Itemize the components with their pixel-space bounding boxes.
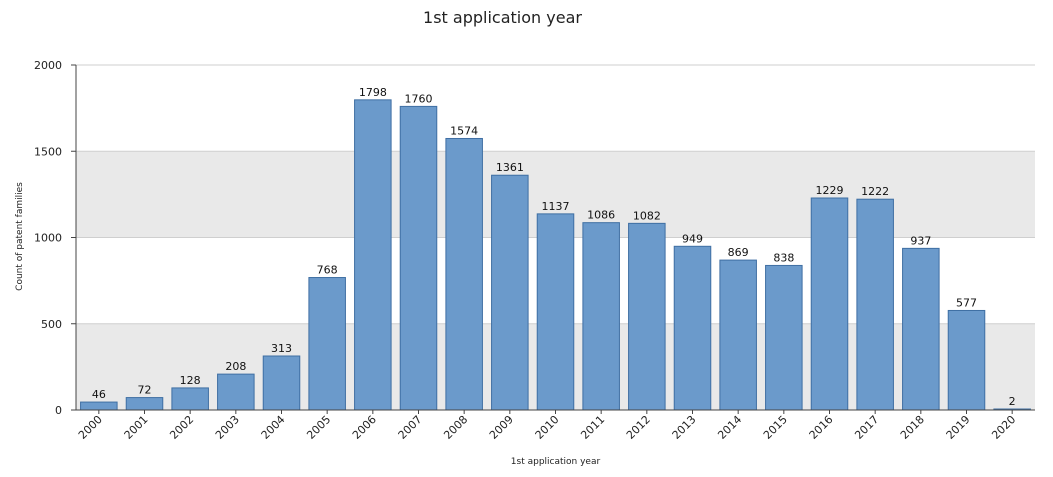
bar-2006[interactable] bbox=[355, 100, 392, 410]
data-label-2010: 1137 bbox=[542, 200, 570, 213]
data-label-2013: 949 bbox=[682, 232, 703, 245]
x-tick-label-2019: 2019 bbox=[944, 413, 973, 442]
x-tick-label-2003: 2003 bbox=[213, 413, 242, 442]
y-tick-label: 1000 bbox=[34, 232, 62, 245]
bar-2018[interactable] bbox=[903, 248, 940, 410]
bar-2015[interactable] bbox=[766, 265, 803, 410]
bar-2017[interactable] bbox=[857, 199, 894, 410]
x-tick-label-2012: 2012 bbox=[624, 413, 653, 442]
data-label-2017: 1222 bbox=[861, 185, 889, 198]
x-tick-label-2000: 2000 bbox=[76, 413, 105, 442]
data-label-2015: 838 bbox=[773, 251, 794, 264]
bar-2016[interactable] bbox=[811, 198, 848, 410]
data-label-2011: 1086 bbox=[587, 209, 615, 222]
data-label-2001: 72 bbox=[138, 384, 152, 397]
bar-2012[interactable] bbox=[629, 223, 666, 410]
x-tick-label-2014: 2014 bbox=[715, 413, 744, 442]
bar-2010[interactable] bbox=[537, 214, 574, 410]
data-label-2019: 577 bbox=[956, 296, 977, 309]
data-label-2008: 1574 bbox=[450, 124, 478, 137]
x-tick-label-2016: 2016 bbox=[807, 413, 836, 442]
data-label-2004: 313 bbox=[271, 342, 292, 355]
data-label-2003: 208 bbox=[225, 360, 246, 373]
y-tick-label: 500 bbox=[41, 318, 62, 331]
data-label-2006: 1798 bbox=[359, 86, 387, 99]
bar-2011[interactable] bbox=[583, 223, 620, 410]
y-tick-label: 0 bbox=[55, 404, 62, 417]
y-tick-labels: 0 500 1000 1500 2000 bbox=[34, 59, 62, 417]
bar-2009[interactable] bbox=[492, 175, 529, 410]
data-label-2002: 128 bbox=[180, 374, 201, 387]
bar-2000[interactable] bbox=[81, 402, 118, 410]
bar-2004[interactable] bbox=[263, 356, 300, 410]
x-axis-title: 1st application year bbox=[511, 457, 601, 467]
y-tick-label: 2000 bbox=[34, 59, 62, 72]
data-label-2012: 1082 bbox=[633, 209, 661, 222]
x-tick-label-2018: 2018 bbox=[898, 413, 927, 442]
data-label-2016: 1229 bbox=[816, 184, 844, 197]
x-tick-label-2020: 2020 bbox=[989, 413, 1018, 442]
x-tick-label-2007: 2007 bbox=[396, 413, 425, 442]
data-label-2018: 937 bbox=[910, 234, 931, 247]
x-tick-label-2006: 2006 bbox=[350, 413, 379, 442]
bar-2007[interactable] bbox=[400, 106, 437, 410]
bar-2001[interactable] bbox=[126, 398, 163, 410]
data-label-2020: 2 bbox=[1009, 395, 1016, 408]
bar-2013[interactable] bbox=[674, 246, 711, 410]
x-tick-label-2005: 2005 bbox=[304, 413, 333, 442]
y-tick-label: 1500 bbox=[34, 145, 62, 158]
x-tick-label-2013: 2013 bbox=[670, 413, 699, 442]
bar-2005[interactable] bbox=[309, 278, 346, 410]
x-tick-label-2008: 2008 bbox=[441, 413, 470, 442]
x-tick-labels: 2000 2001 2002 2003 2004 2005 2006 2007 2008 2009… bbox=[76, 413, 1018, 442]
data-label-2009: 1361 bbox=[496, 161, 524, 174]
y-axis-title: Count of patent families bbox=[15, 182, 25, 291]
x-tick-label-2004: 2004 bbox=[259, 413, 288, 442]
x-tick-label-2009: 2009 bbox=[487, 413, 516, 442]
bar-2008[interactable] bbox=[446, 138, 483, 410]
data-label-2000: 46 bbox=[92, 388, 106, 401]
bar-2014[interactable] bbox=[720, 260, 757, 410]
x-tick-label-2015: 2015 bbox=[761, 413, 790, 442]
bar-2019[interactable] bbox=[948, 310, 985, 410]
x-tick-label-2001: 2001 bbox=[122, 413, 151, 442]
x-tick-label-2002: 2002 bbox=[167, 413, 196, 442]
data-label-2014: 869 bbox=[728, 246, 749, 259]
data-label-2005: 768 bbox=[317, 264, 338, 277]
x-tick-label-2017: 2017 bbox=[852, 413, 881, 442]
data-label-2007: 1760 bbox=[405, 92, 433, 105]
x-tick-label-2011: 2011 bbox=[578, 413, 607, 442]
x-tick-label-2010: 2010 bbox=[533, 413, 562, 442]
bar-2003[interactable] bbox=[218, 374, 255, 410]
bar-2002[interactable] bbox=[172, 388, 209, 410]
